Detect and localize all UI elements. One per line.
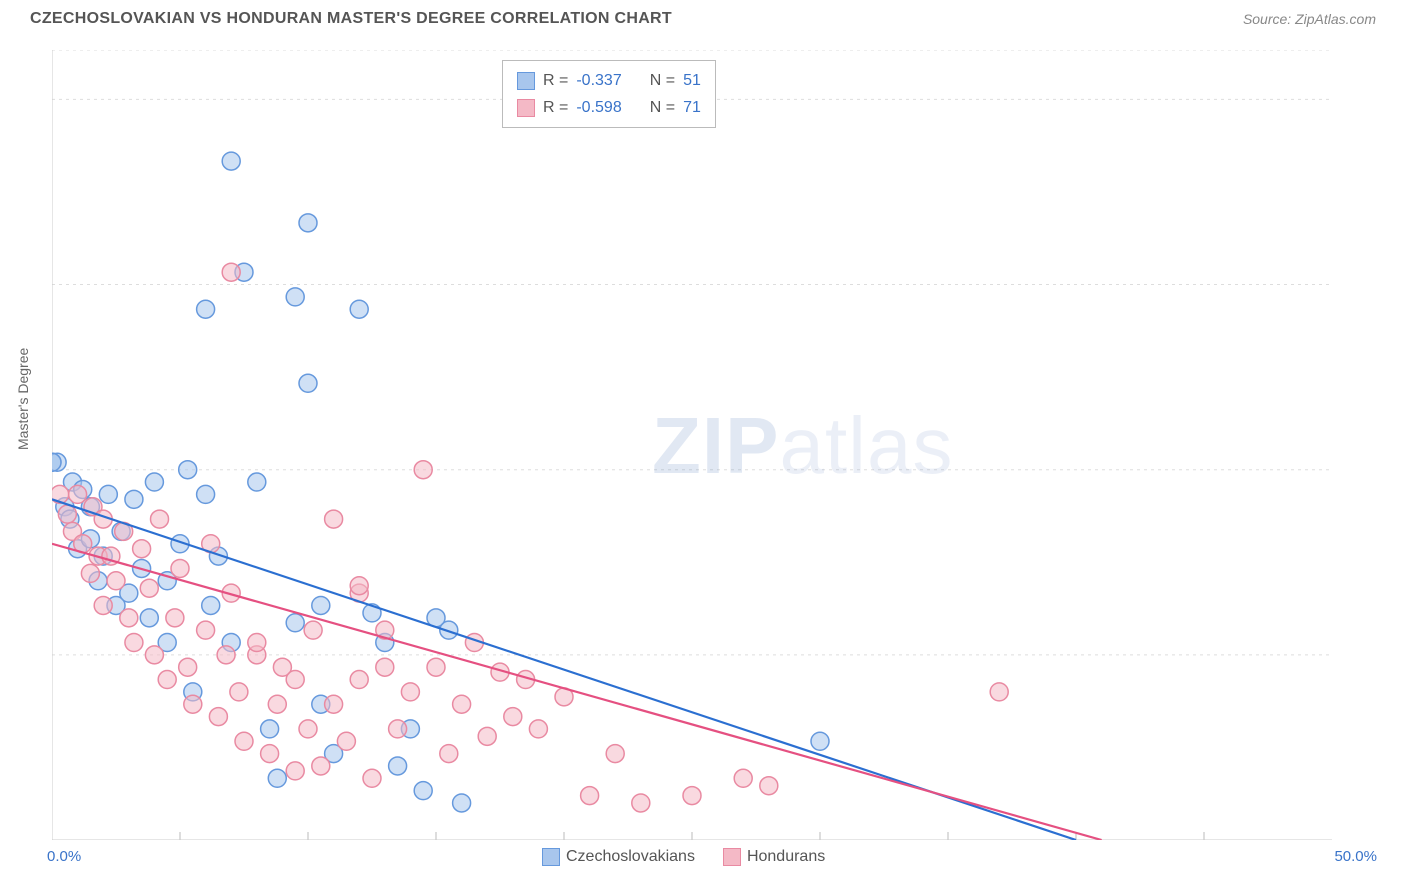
legend-r-value: -0.337 <box>576 67 621 94</box>
legend-swatch-icon <box>517 99 535 117</box>
series-name: Hondurans <box>747 848 825 865</box>
legend-n-label: N = <box>650 94 675 121</box>
series-name: Czechoslovakians <box>566 848 695 865</box>
legend-swatch-icon <box>542 848 560 866</box>
legend-r-label: R = <box>543 94 568 121</box>
legend-n-label: N = <box>650 67 675 94</box>
legend-n-value: 71 <box>683 94 701 121</box>
legend-r-value: -0.598 <box>576 94 621 121</box>
series-legend-item: Hondurans <box>723 848 825 866</box>
scatter-plot: 7.5%15.0%22.5%30.0% <box>52 50 1332 840</box>
series-legend: Czechoslovakians Hondurans <box>542 848 825 866</box>
legend-row: R = -0.337 N = 51 <box>517 67 701 94</box>
legend-row: R = -0.598 N = 71 <box>517 94 701 121</box>
legend-swatch-icon <box>723 848 741 866</box>
legend-r-label: R = <box>543 67 568 94</box>
x-axis-max-label: 50.0% <box>1334 848 1377 865</box>
chart-area: 7.5%15.0%22.5%30.0% ZIPatlas R = -0.337N… <box>52 50 1332 840</box>
legend-n-value: 51 <box>683 67 701 94</box>
y-axis-label: Master's Degree <box>15 348 31 450</box>
correlation-legend: R = -0.337 N = 51 R = -0.598 N = 71 <box>502 60 716 128</box>
chart-title: CZECHOSLOVAKIAN VS HONDURAN MASTER'S DEG… <box>30 10 672 28</box>
series-legend-item: Czechoslovakians <box>542 848 695 866</box>
legend-swatch-icon <box>517 72 535 90</box>
source-text: Source: ZipAtlas.com <box>1243 11 1376 27</box>
x-axis-min-label: 0.0% <box>47 848 81 865</box>
